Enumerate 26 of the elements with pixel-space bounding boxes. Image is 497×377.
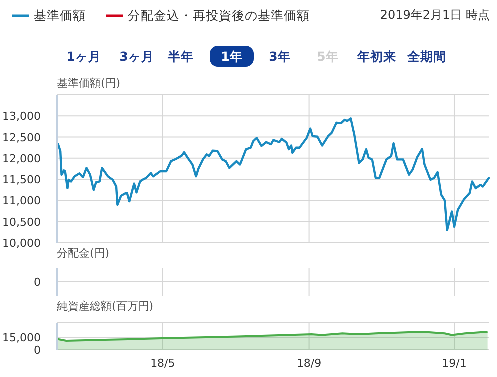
line-series <box>57 118 490 232</box>
legend-label: 分配金込・再投資後の基準価額 <box>128 8 310 23</box>
x-tick-label: 18/5 <box>150 357 176 370</box>
text: 3ヶ月 <box>120 49 154 64</box>
text: 半年 <box>167 49 194 64</box>
text: 1ヶ月 <box>66 49 102 64</box>
y-tick-label: 11,500 <box>2 174 41 187</box>
text: 3年 <box>269 49 291 64</box>
y-tick-label: 10,500 <box>2 216 41 229</box>
y-tick-label: 0 <box>34 344 41 357</box>
y-tick-label: 12,000 <box>2 152 41 166</box>
y-axis-title: 純資産総額(百万円) <box>57 300 154 313</box>
y-tick-label: 15,000 <box>2 332 41 345</box>
y-tick-label: 13,000 <box>2 110 41 124</box>
x-tick-label: 18/9 <box>296 357 322 370</box>
text: 分配金(円) <box>57 247 110 260</box>
y-tick-label: 11,000 <box>2 194 41 208</box>
text: 1年 <box>221 49 243 64</box>
text: 2019年2月1日 時点 <box>380 8 490 22</box>
y-axis-title: 基準価額(円) <box>57 77 121 90</box>
y-tick-label: 12,500 <box>2 131 41 144</box>
text: 全期間 <box>406 49 446 64</box>
x-tick-label: 19/1 <box>442 357 467 370</box>
legend-label: 基準価額 <box>34 8 86 23</box>
text: 年初来 <box>356 49 396 64</box>
y-tick-label: 10,000 <box>2 237 41 250</box>
